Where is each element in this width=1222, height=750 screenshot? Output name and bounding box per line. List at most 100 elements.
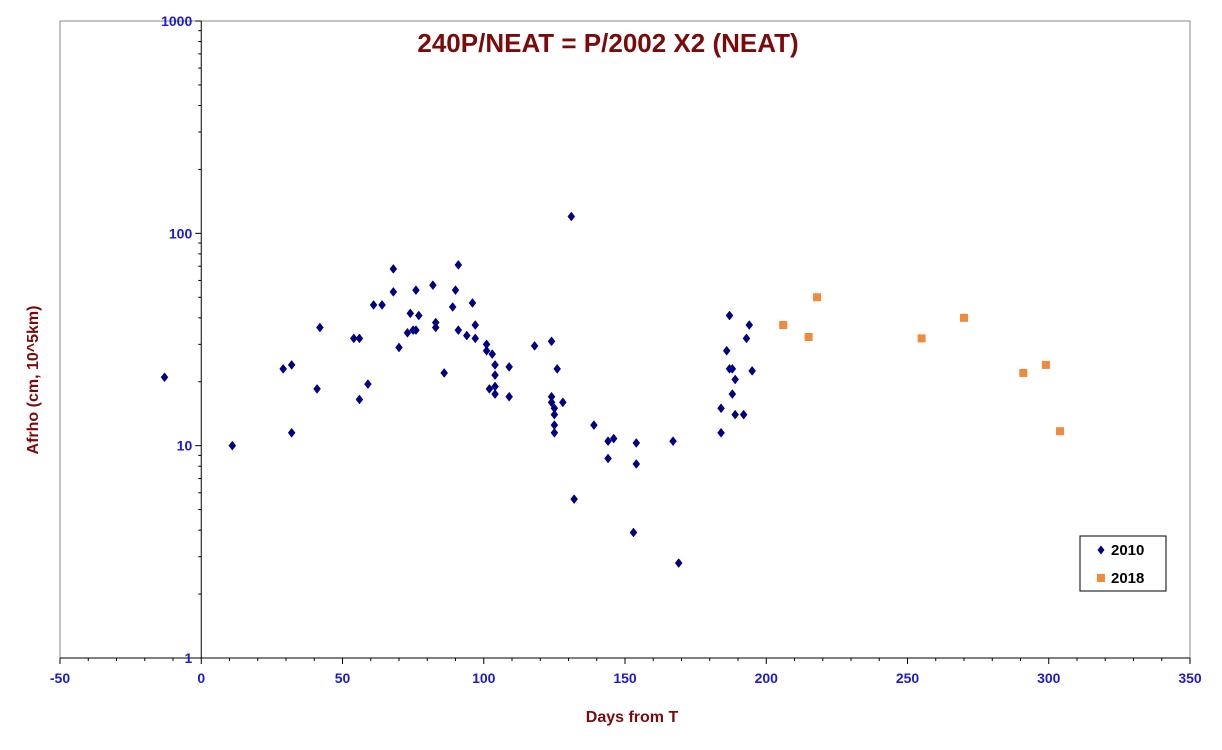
data-point-2010 [369,300,378,310]
data-point-2010 [717,403,725,414]
data-point-2010 [468,298,477,308]
data-point-2010 [674,558,683,568]
y-axis-label: Afrho (cm, 10^5km) [25,306,42,455]
legend-marker-2010 [1097,545,1105,555]
data-point-2010 [731,374,739,385]
data-point-2010 [559,397,567,408]
legend-marker-2018 [1097,574,1105,582]
plot-area [59,20,1191,659]
data-point-2010 [389,263,398,274]
data-point-2010 [731,409,739,420]
data-point-2010 [431,322,440,333]
data-point-2010 [491,360,499,370]
data-point-2010 [448,302,457,312]
data-point-2010 [412,325,420,336]
data-point-2010 [590,420,598,430]
data-point-2010 [287,427,296,438]
y-tick-label: 100 [169,225,193,241]
data-point-2010 [632,438,641,448]
data-point-2010 [629,527,638,538]
data-point-2010 [604,436,612,447]
x-tick-label: 300 [1037,670,1061,686]
data-point-2010 [505,391,513,402]
data-point-2010 [505,361,513,372]
data-point-2010 [355,394,364,405]
data-point-2010 [604,453,612,464]
data-point-2010 [550,409,559,420]
data-point-2010 [440,368,449,378]
chart-title: 240P/NEAT = P/2002 X2 (NEAT) [417,28,798,58]
x-tick-label: 0 [197,670,205,686]
x-tick-label: 350 [1178,670,1202,686]
axes: -50 0 50 100 150 200 250 300 350 1 10 100 1000 [50,13,1202,686]
data-point-2010 [482,345,491,356]
x-axis-label: Days from T [586,709,679,726]
data-point-2010 [547,397,556,408]
data-point-2010 [431,317,440,328]
x-tick-label: 150 [613,670,637,686]
data-point-2010 [491,370,499,380]
data-point-2010 [228,440,237,451]
data-point-2010 [316,322,324,333]
data-point-2018 [917,334,926,343]
data-point-2018 [960,313,968,322]
data-marks [160,211,1065,568]
data-point-2010 [722,345,731,356]
data-point-2010 [717,427,725,438]
data-point-2010 [567,211,576,222]
data-point-2010 [553,363,562,374]
data-point-2010 [349,333,358,344]
data-point-2010 [313,384,321,394]
data-point-2010 [550,427,559,438]
data-point-2010 [389,286,398,297]
data-point-2010 [412,285,420,296]
data-point-2010 [669,436,677,447]
x-tick-label: 200 [755,670,779,686]
data-point-2010 [454,325,463,336]
x-tick-label: 100 [472,670,496,686]
y-tick-label: 1000 [161,13,192,29]
data-point-2010 [632,459,641,469]
data-point-2010 [403,327,412,338]
series-2010 [160,211,756,568]
data-point-2018 [1019,368,1028,377]
data-point-2010 [725,310,734,321]
data-point-2010 [491,389,499,399]
data-point-2010 [471,320,480,330]
data-point-2010 [364,379,372,389]
data-point-2010 [279,363,287,374]
data-point-2010 [609,433,618,444]
data-point-2010 [414,310,423,321]
data-point-2018 [813,293,822,302]
data-point-2010 [728,389,737,399]
data-point-2010 [742,333,751,344]
data-point-2010 [739,409,748,420]
data-point-2010 [287,360,296,370]
y-tick-label: 10 [177,438,193,454]
legend-box [1079,535,1167,592]
data-point-2010 [395,342,403,353]
data-point-2010 [745,320,754,330]
data-point-2018 [1056,427,1065,436]
data-point-2010 [451,285,460,296]
data-point-2010 [462,330,471,341]
data-point-2010 [547,336,556,347]
data-point-2010 [378,300,386,310]
data-point-2018 [779,321,788,330]
data-point-2010 [488,349,497,359]
y-tick-label: 1 [184,650,192,666]
data-point-2010 [748,365,756,376]
x-tick-label: 50 [335,670,351,686]
data-point-2018 [1041,360,1050,369]
data-point-2010 [454,260,463,270]
data-point-2010 [570,494,578,505]
data-point-2010 [429,280,437,291]
legend-label-2018: 2018 [1111,570,1144,587]
legend-label-2010: 2010 [1111,542,1144,559]
data-point-2018 [804,332,813,341]
data-point-2010 [355,333,364,344]
data-point-2010 [406,308,415,319]
data-point-2010 [160,372,169,383]
legend: 2010 2018 [1079,535,1167,592]
